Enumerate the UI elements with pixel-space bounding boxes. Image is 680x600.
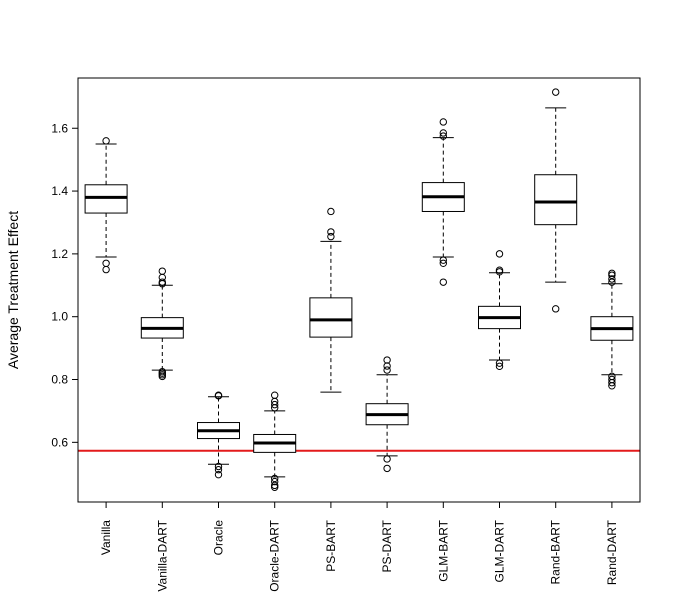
plot-frame (77, 77, 641, 503)
x-tick-label: Oracle-DART (268, 519, 282, 591)
x-tick-label: GLM-BART (436, 519, 450, 581)
y-tick-label: 0.8 (51, 373, 68, 387)
y-tick-label: 1.6 (51, 121, 68, 135)
outlier-point (439, 132, 447, 140)
y-tick-label: 0.6 (51, 435, 68, 449)
outlier-point (102, 137, 110, 145)
box-iqr (534, 174, 578, 226)
box-group-ps-dart (365, 356, 409, 473)
outlier-point (608, 275, 616, 283)
outlier-point (327, 228, 335, 236)
outlier-point (327, 232, 335, 241)
x-tick-label: Vanilla (99, 520, 113, 555)
x-tick-label: Vanilla-DART (155, 519, 169, 591)
outlier-point (552, 88, 560, 96)
outlier-point (327, 207, 335, 216)
box-group-vanilla (84, 137, 128, 274)
outlier-point (383, 455, 391, 463)
outlier-point (271, 483, 279, 491)
outlier-point (552, 305, 560, 313)
box-iqr (84, 184, 128, 214)
outlier-point (214, 470, 223, 479)
outlier-point (439, 256, 447, 264)
outlier-point (158, 372, 167, 381)
box-group-oracle-dart (253, 391, 297, 491)
outlier-point (102, 259, 110, 268)
y-tick-label: 1.2 (51, 247, 68, 261)
outlier-point (271, 474, 279, 483)
outlier-point (608, 269, 616, 278)
x-tick-label: PS-DART (380, 519, 394, 572)
outlier-point (102, 265, 110, 274)
x-tick-label: GLM-DART (493, 519, 507, 582)
y-tick-label: 1.0 (51, 310, 68, 324)
outlier-point (495, 250, 504, 258)
box-group-rand-dart (590, 269, 634, 390)
outlier-point (439, 129, 447, 137)
outlier-point (495, 362, 504, 371)
x-tick-label: PS-BART (324, 519, 338, 571)
outlier-point (271, 481, 279, 490)
outlier-point (439, 278, 447, 286)
outlier-point (271, 477, 279, 486)
outlier-point (158, 280, 167, 288)
box-group-ps-bart (309, 207, 353, 393)
box-group-rand-bart (534, 88, 578, 313)
box-group-glm-dart (478, 250, 521, 371)
outlier-point (383, 366, 391, 374)
outlier-point (439, 259, 447, 268)
outlier-point (271, 400, 279, 409)
outlier-point (495, 359, 504, 367)
outlier-point (214, 462, 223, 471)
outlier-point (439, 118, 447, 126)
x-tick-label: Rand-DART (605, 519, 619, 585)
outlier-point (608, 271, 616, 279)
x-tick-label: Rand-BART (549, 519, 563, 584)
outlier-point (214, 392, 223, 400)
box-iqr (309, 297, 353, 338)
outlier-point (383, 362, 391, 370)
outlier-point (608, 382, 616, 390)
y-tick-label: 1.4 (51, 184, 68, 198)
outlier-point (214, 465, 223, 474)
outlier-point (495, 268, 504, 276)
box-group-vanilla-dart (140, 267, 184, 381)
box-group-oracle (197, 391, 240, 479)
outlier-point (158, 267, 167, 275)
outlier-point (271, 391, 279, 399)
outlier-point (271, 404, 279, 412)
box-group-glm-bart (421, 118, 465, 286)
outlier-point (608, 378, 616, 387)
y-axis-title: Average Treatment Effect (5, 211, 21, 369)
outlier-point (383, 356, 391, 364)
outlier-point (608, 278, 616, 286)
x-tick-label: Oracle (212, 520, 226, 556)
outlier-point (383, 464, 391, 473)
